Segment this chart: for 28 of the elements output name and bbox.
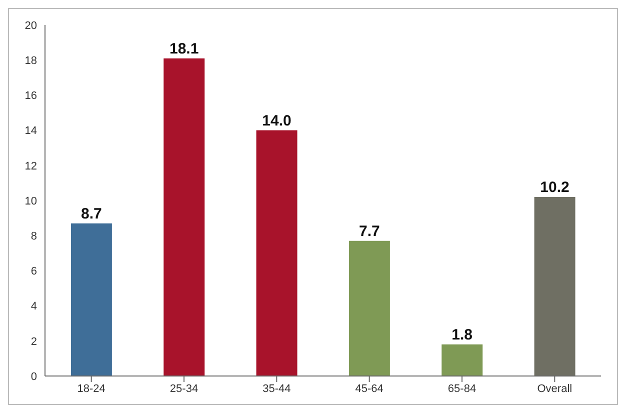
y-tick-label: 10 [24,195,37,208]
x-tick-label: 35-44 [262,382,291,395]
y-tick-label: 18 [24,55,37,68]
data-label: 10.2 [540,178,570,196]
y-tick-label: 4 [30,300,37,313]
bar [164,58,205,376]
x-tick-label: 45-64 [355,382,384,395]
bar [348,240,390,376]
y-tick-label: 6 [30,266,37,278]
x-tick-label: Overall [537,382,572,395]
bar [70,223,112,376]
data-label: 1.8 [452,326,473,344]
x-tick-label: 25-34 [170,382,198,395]
y-tick-label: 8 [30,230,37,243]
bar [256,130,298,376]
y-tick-label: 20 [24,20,37,32]
y-tick-label: 16 [24,90,37,102]
y-tick-label: 12 [24,160,37,172]
data-label: 8.7 [81,205,102,222]
data-label: 18.1 [170,40,199,58]
data-label: 7.7 [359,222,380,240]
bar [442,344,483,376]
data-label: 14.0 [262,112,292,130]
x-tick-label: 18-24 [77,382,106,395]
y-tick-label: 0 [30,370,37,383]
y-tick-label: 14 [24,125,37,138]
y-tick-label: 2 [30,336,37,348]
x-tick-label: 65-84 [448,382,476,395]
